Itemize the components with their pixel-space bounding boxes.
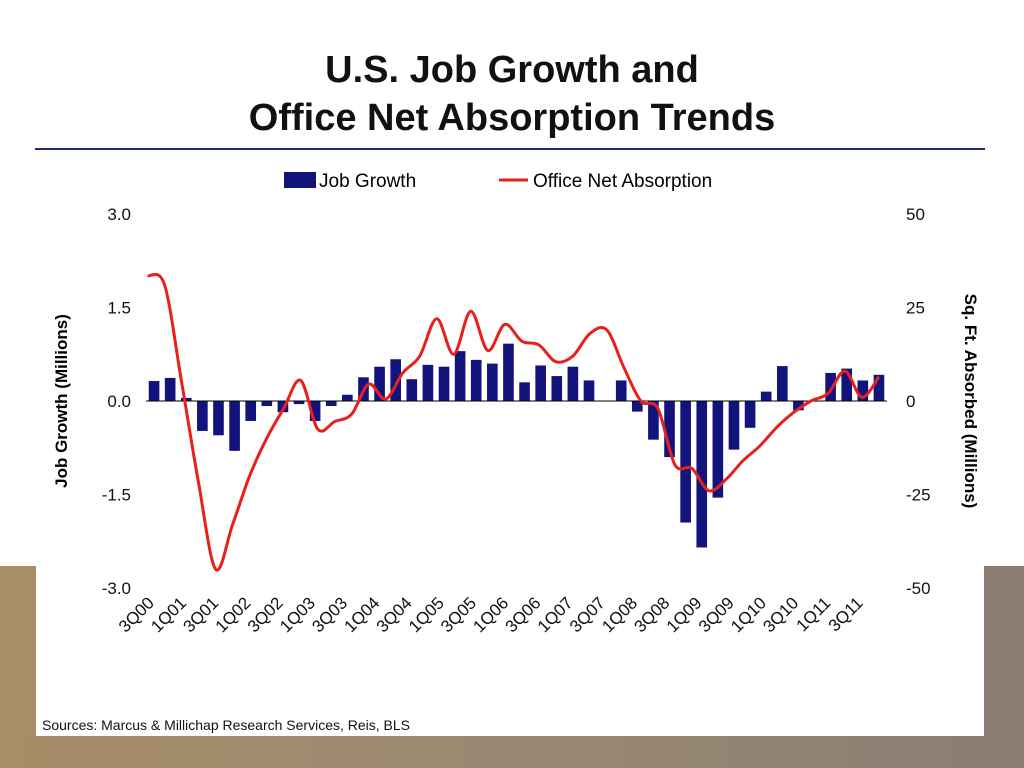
job-growth-bar xyxy=(712,401,724,498)
job-growth-bar xyxy=(744,401,756,428)
job-growth-bar xyxy=(857,380,869,401)
job-growth-bar xyxy=(728,401,740,450)
job-growth-bar xyxy=(680,401,691,523)
x-axis-tick-label: 1Q08 xyxy=(598,593,641,636)
job-growth-bar xyxy=(841,368,853,401)
job-growth-bar xyxy=(470,359,482,401)
job-growth-bar xyxy=(825,372,836,401)
x-axis-tick-label: 1Q01 xyxy=(147,593,190,636)
source-note: Sources: Marcus & Millichap Research Ser… xyxy=(42,717,411,733)
title-line-1: U.S. Job Growth and xyxy=(325,49,699,91)
right-axis-label: Sq. Ft. Absorbed (Millions) xyxy=(961,294,980,509)
x-axis-tick-label: 3Q00 xyxy=(115,593,158,636)
right-axis-tick-label: -50 xyxy=(906,579,931,598)
x-axis-tick-label: 3Q03 xyxy=(308,593,351,636)
job-growth-bar xyxy=(342,394,353,401)
x-axis-tick-label: 1Q04 xyxy=(341,593,384,636)
x-axis-tick-label: 3Q10 xyxy=(759,593,802,636)
x-axis-tick-label: 3Q06 xyxy=(502,593,545,636)
x-axis-tick-label: 1Q02 xyxy=(212,593,255,636)
right-axis-ticks: 50 25 0 -25 -50 xyxy=(906,205,931,598)
job-growth-bar xyxy=(648,401,659,440)
title-rule xyxy=(35,148,985,150)
right-axis-tick-label: 25 xyxy=(906,299,925,318)
x-axis-tick-label: 1Q11 xyxy=(792,593,834,635)
job-growth-bar xyxy=(148,381,160,401)
job-growth-bar xyxy=(325,401,337,406)
job-growth-bar xyxy=(632,401,643,412)
background-band-bottom xyxy=(0,736,1024,768)
job-growth-bar xyxy=(293,401,305,405)
job-growth-bar xyxy=(277,401,289,413)
job-growth-bar xyxy=(406,379,418,401)
left-axis-tick-label: 0.0 xyxy=(107,392,131,411)
left-axis-tick-label: 3.0 xyxy=(107,205,131,224)
x-axis-tick-label: 1Q03 xyxy=(276,593,319,636)
left-axis-tick-label: -1.5 xyxy=(102,486,131,505)
title-line-2: Office Net Absorption Trends xyxy=(248,97,776,139)
job-growth-bar xyxy=(245,401,257,421)
x-axis-tick-label: 1Q05 xyxy=(405,593,448,636)
legend-label-job-growth: Job Growth xyxy=(319,171,416,192)
job-growth-bar xyxy=(309,401,321,421)
office-net-absorption-line xyxy=(146,272,881,572)
job-growth-bar xyxy=(454,351,466,401)
job-growth-bar xyxy=(213,401,224,436)
x-axis-tick-label: 3Q08 xyxy=(631,593,674,636)
job-growth-bar xyxy=(535,365,546,401)
x-axis-tick-label: 3Q01 xyxy=(179,593,222,636)
job-growth-bar xyxy=(615,380,627,401)
x-axis-tick-label: 1Q07 xyxy=(534,593,577,636)
slide-title: U.S. Job Growth and Office Net Absorptio… xyxy=(0,46,1024,142)
job-growth-bar xyxy=(164,377,176,401)
job-growth-bar xyxy=(229,401,240,451)
job-growth-bar xyxy=(390,359,401,401)
job-growth-bar xyxy=(583,380,595,401)
left-axis-ticks: 3.0 1.5 0.0 -1.5 -3.0 xyxy=(102,205,131,598)
background-band-left xyxy=(0,566,36,768)
job-growth-bar xyxy=(873,374,885,401)
job-growth-bar xyxy=(519,382,530,401)
job-growth-bar xyxy=(793,401,804,411)
left-axis-label: Job Growth (Millions) xyxy=(52,314,71,488)
job-growth-bar xyxy=(567,366,579,401)
legend-swatch-job-growth xyxy=(284,172,316,188)
x-axis-tick-label: 1Q09 xyxy=(663,593,706,636)
job-growth-bar xyxy=(503,343,514,401)
x-axis-tick-label: 1Q06 xyxy=(469,593,512,636)
x-axis-tick-label: 3Q07 xyxy=(566,593,609,636)
background-band-right xyxy=(984,566,1024,768)
x-axis-tick-label: 3Q05 xyxy=(437,593,480,636)
job-growth-bars xyxy=(148,343,885,548)
job-growth-bar xyxy=(374,366,385,401)
job-growth-bar xyxy=(551,376,563,401)
right-axis-tick-label: -25 xyxy=(906,486,931,505)
legend: Job Growth Office Net Absorption xyxy=(284,171,712,192)
x-axis-tick-label: 3Q04 xyxy=(373,593,416,636)
x-axis-tick-label: 3Q02 xyxy=(244,593,287,636)
job-growth-bar xyxy=(422,364,434,401)
x-axis-tick-label: 3Q11 xyxy=(825,593,867,635)
job-growth-bar xyxy=(197,401,208,431)
right-axis-tick-label: 0 xyxy=(906,392,915,411)
x-axis-tick-label: 3Q09 xyxy=(695,593,738,636)
right-axis-tick-label: 50 xyxy=(906,205,925,224)
x-axis-tick-label: 1Q10 xyxy=(727,593,770,636)
job-growth-bar xyxy=(180,397,192,401)
job-growth-bar xyxy=(696,401,708,548)
job-growth-bar xyxy=(776,366,788,401)
left-axis-tick-label: 1.5 xyxy=(107,299,131,318)
job-growth-bar xyxy=(261,401,273,406)
job-growth-bar xyxy=(760,391,772,401)
job-growth-bar xyxy=(664,401,675,458)
legend-label-office-net-absorption: Office Net Absorption xyxy=(533,171,712,192)
left-axis-tick-label: -3.0 xyxy=(102,579,131,598)
x-axis-tick-labels: 3Q001Q013Q011Q023Q021Q033Q031Q043Q041Q05… xyxy=(115,593,867,636)
job-growth-bar xyxy=(438,366,450,401)
job-growth-bar xyxy=(487,363,498,401)
